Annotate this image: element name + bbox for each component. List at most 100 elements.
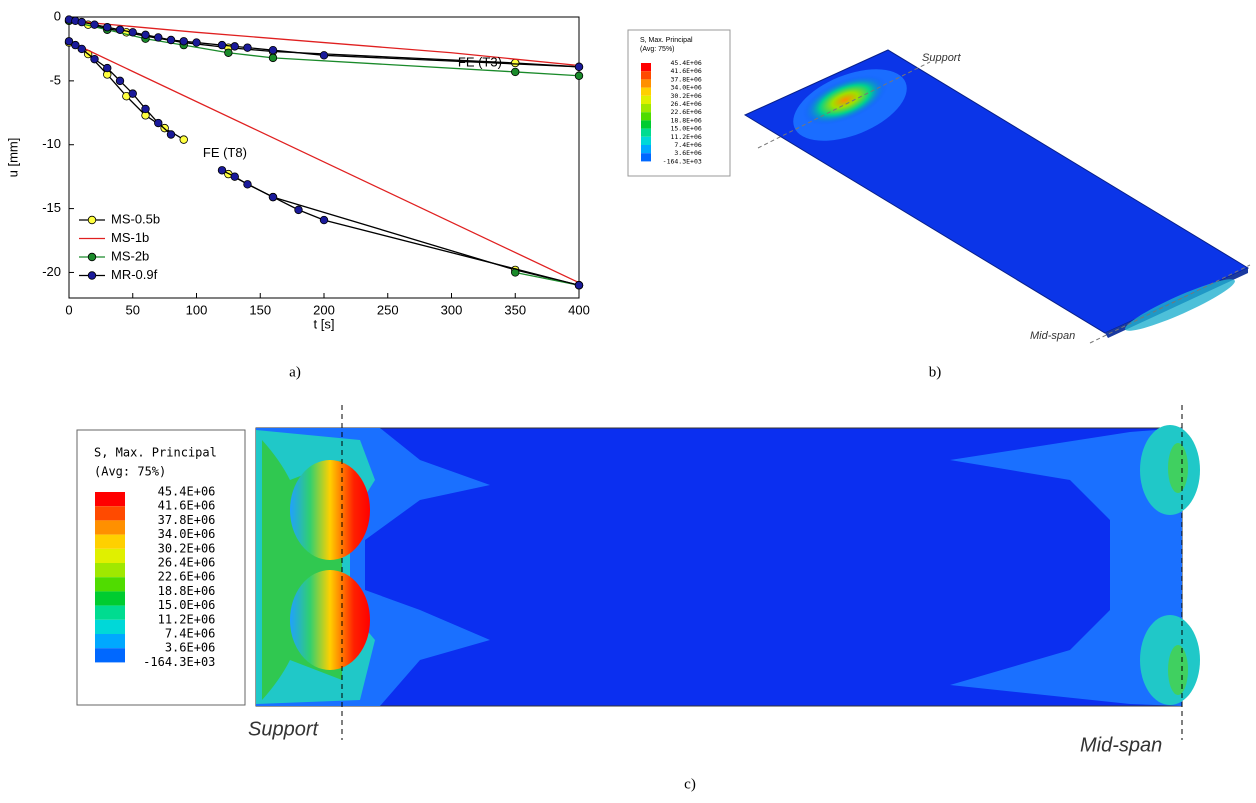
caption: a) (289, 364, 301, 380)
legend-swatch (641, 87, 651, 96)
marker (511, 58, 520, 68)
x-axis-label: t [s] (314, 316, 335, 331)
series-line (221, 169, 580, 286)
marker (90, 20, 99, 29)
legend-swatch (641, 63, 651, 72)
marker (230, 42, 239, 51)
legend-value: 7.4E+06 (165, 627, 216, 641)
legend-marker (87, 215, 97, 225)
x-tick-label: 250 (377, 302, 399, 317)
legend-value: 18.8E+06 (158, 584, 216, 598)
legend-value: 30.2E+06 (670, 92, 701, 100)
legend-value: 7.4E+06 (674, 141, 701, 149)
marker (574, 62, 584, 72)
marker (103, 63, 112, 73)
marker (268, 46, 278, 55)
marker (77, 17, 86, 27)
x-tick-label: 200 (313, 302, 335, 317)
marker (268, 192, 278, 202)
x-tick-label: 400 (568, 302, 590, 317)
legend: 45.4E+0641.6E+0637.8E+0634.0E+0630.2E+06… (95, 485, 215, 669)
caption: c) (684, 776, 696, 792)
x-tick-label: 150 (249, 302, 271, 317)
marker (224, 48, 233, 57)
legend-value: 3.6E+06 (165, 641, 216, 655)
contour (1168, 443, 1188, 493)
marker (243, 180, 252, 189)
marker (141, 104, 150, 114)
marker (179, 135, 188, 144)
legend-subtitle: (Avg: 75%) (94, 465, 166, 479)
legend-swatch (95, 648, 125, 663)
legend-swatch (95, 520, 125, 535)
annotation: FE (T3) (458, 54, 502, 69)
x-tick-label: 0 (65, 302, 72, 317)
legend-swatch (641, 79, 651, 88)
legend-subtitle: (Avg: 75%) (640, 46, 675, 53)
panel-a: 0 50 100 150 200 250 300 350 400 0 -5 -10 -15 -20 t [s… (5, 8, 589, 331)
x-tick-label: 350 (504, 302, 526, 317)
contour (290, 460, 370, 560)
marker (574, 281, 584, 290)
legend-value: 11.2E+06 (158, 612, 216, 626)
legend-value: 41.6E+06 (158, 499, 216, 513)
legend-value: 34.0E+06 (158, 527, 216, 541)
legend-label: MS-2b (111, 248, 149, 263)
legend-value: 34.0E+06 (670, 84, 701, 92)
marker (319, 215, 329, 225)
legend-swatch (641, 104, 651, 113)
marker (64, 37, 74, 46)
marker (217, 40, 227, 50)
legend-title: S, Max. Principal (640, 37, 693, 44)
legend-value: 26.4E+06 (158, 556, 216, 570)
x-tick-label: 50 (126, 302, 140, 317)
marker (294, 205, 303, 215)
series-line (68, 20, 580, 67)
legend-label: MS-1b (111, 230, 149, 245)
legend-value: 22.6E+06 (670, 108, 701, 116)
contour (1125, 279, 1235, 331)
panel-c: Support Mid-span S, Max. Principal (Avg:… (76, 405, 1200, 756)
legend-swatch (95, 492, 125, 507)
contour (802, 74, 888, 126)
legend-swatch (641, 112, 651, 121)
marker (574, 71, 584, 80)
legend-swatch (95, 591, 125, 606)
legend-swatch (641, 128, 651, 137)
legend-value: 26.4E+06 (670, 100, 701, 108)
legend-swatch (641, 145, 651, 154)
legend-value: 37.8E+06 (670, 75, 701, 83)
legend: 45.4E+0641.6E+0637.8E+0634.0E+0630.2E+06… (641, 59, 702, 165)
legend-marker (87, 271, 97, 280)
marker (154, 118, 163, 128)
marker (230, 172, 239, 181)
support-label: Support (922, 52, 961, 64)
legend-value: 41.6E+06 (670, 67, 701, 75)
legend-value: 3.6E+06 (674, 149, 701, 157)
midspan-label: Mid-span (1080, 734, 1162, 756)
caption: b) (929, 364, 942, 380)
marker (243, 43, 252, 52)
contour (290, 570, 370, 670)
series-line (68, 40, 580, 284)
marker (166, 35, 176, 45)
marker (115, 76, 125, 86)
marker (166, 130, 176, 139)
marker (268, 53, 278, 63)
y-tick-label: -5 (49, 72, 61, 87)
marker (217, 166, 227, 175)
annotation: FE (T8) (203, 145, 247, 160)
legend-swatch (641, 120, 651, 129)
legend-swatch (95, 634, 125, 649)
marker (71, 40, 80, 50)
series-line (228, 173, 580, 286)
contour (950, 428, 1182, 706)
legend-swatch (95, 619, 125, 634)
legend-value: 37.8E+06 (158, 513, 216, 527)
contour (1168, 645, 1188, 695)
legend-swatch (641, 95, 651, 104)
x-tick-label: 300 (441, 302, 463, 317)
x-tick-label: 100 (186, 302, 208, 317)
legend-swatch (641, 136, 651, 145)
y-tick-label: -15 (42, 200, 61, 215)
